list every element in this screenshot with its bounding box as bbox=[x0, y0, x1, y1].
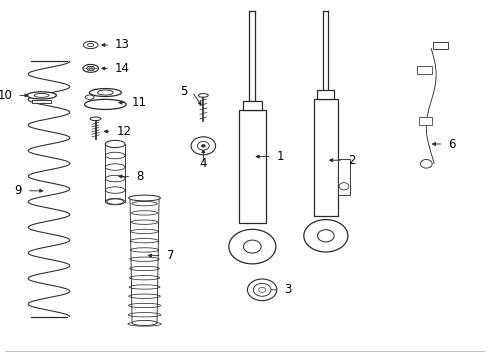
Circle shape bbox=[420, 159, 432, 168]
Ellipse shape bbox=[105, 152, 125, 159]
Circle shape bbox=[201, 144, 205, 147]
Circle shape bbox=[253, 283, 271, 296]
Circle shape bbox=[339, 183, 349, 190]
Ellipse shape bbox=[105, 187, 125, 193]
Ellipse shape bbox=[105, 175, 125, 182]
Text: 1: 1 bbox=[277, 150, 284, 163]
Circle shape bbox=[304, 220, 348, 252]
Ellipse shape bbox=[132, 320, 157, 325]
Ellipse shape bbox=[84, 99, 126, 109]
FancyBboxPatch shape bbox=[239, 110, 266, 223]
Ellipse shape bbox=[131, 220, 158, 224]
FancyBboxPatch shape bbox=[243, 101, 262, 110]
Circle shape bbox=[229, 229, 276, 264]
Text: 8: 8 bbox=[136, 170, 144, 183]
Ellipse shape bbox=[129, 195, 160, 201]
Ellipse shape bbox=[98, 90, 113, 95]
Ellipse shape bbox=[129, 275, 160, 280]
Ellipse shape bbox=[83, 64, 98, 72]
Ellipse shape bbox=[129, 294, 160, 298]
Ellipse shape bbox=[198, 94, 208, 97]
Ellipse shape bbox=[105, 140, 125, 148]
FancyBboxPatch shape bbox=[32, 100, 51, 103]
Ellipse shape bbox=[128, 312, 161, 317]
FancyBboxPatch shape bbox=[419, 117, 432, 125]
Text: 14: 14 bbox=[115, 62, 130, 75]
Ellipse shape bbox=[87, 43, 94, 46]
Circle shape bbox=[244, 240, 261, 253]
Text: 9: 9 bbox=[15, 184, 22, 197]
Ellipse shape bbox=[85, 95, 94, 99]
Ellipse shape bbox=[131, 229, 158, 234]
Ellipse shape bbox=[27, 92, 56, 99]
Ellipse shape bbox=[130, 239, 159, 243]
Text: 4: 4 bbox=[199, 157, 207, 170]
FancyBboxPatch shape bbox=[338, 159, 350, 195]
Ellipse shape bbox=[83, 41, 98, 49]
Ellipse shape bbox=[130, 248, 159, 252]
FancyBboxPatch shape bbox=[318, 90, 335, 99]
Ellipse shape bbox=[131, 211, 158, 215]
Circle shape bbox=[318, 230, 334, 242]
Ellipse shape bbox=[90, 117, 101, 121]
FancyBboxPatch shape bbox=[314, 99, 338, 216]
Text: 3: 3 bbox=[284, 283, 292, 296]
Ellipse shape bbox=[105, 164, 125, 170]
Text: 2: 2 bbox=[348, 154, 355, 167]
Text: 12: 12 bbox=[117, 125, 132, 138]
Ellipse shape bbox=[128, 303, 161, 308]
Text: 11: 11 bbox=[131, 96, 147, 109]
Circle shape bbox=[197, 141, 209, 150]
Ellipse shape bbox=[130, 257, 159, 261]
Ellipse shape bbox=[107, 199, 123, 204]
Text: 5: 5 bbox=[180, 85, 187, 98]
Ellipse shape bbox=[34, 93, 49, 97]
Text: 7: 7 bbox=[167, 249, 174, 262]
Ellipse shape bbox=[129, 285, 160, 289]
Ellipse shape bbox=[130, 266, 159, 271]
Circle shape bbox=[247, 279, 277, 301]
Ellipse shape bbox=[132, 202, 157, 206]
Text: 6: 6 bbox=[448, 138, 456, 150]
Ellipse shape bbox=[87, 66, 95, 71]
Text: 13: 13 bbox=[115, 39, 130, 51]
Ellipse shape bbox=[89, 89, 121, 96]
Circle shape bbox=[259, 287, 266, 292]
Circle shape bbox=[191, 137, 216, 155]
FancyBboxPatch shape bbox=[433, 42, 448, 49]
FancyBboxPatch shape bbox=[417, 66, 432, 74]
Text: 10: 10 bbox=[0, 89, 12, 102]
Ellipse shape bbox=[128, 322, 161, 326]
Ellipse shape bbox=[105, 198, 125, 205]
